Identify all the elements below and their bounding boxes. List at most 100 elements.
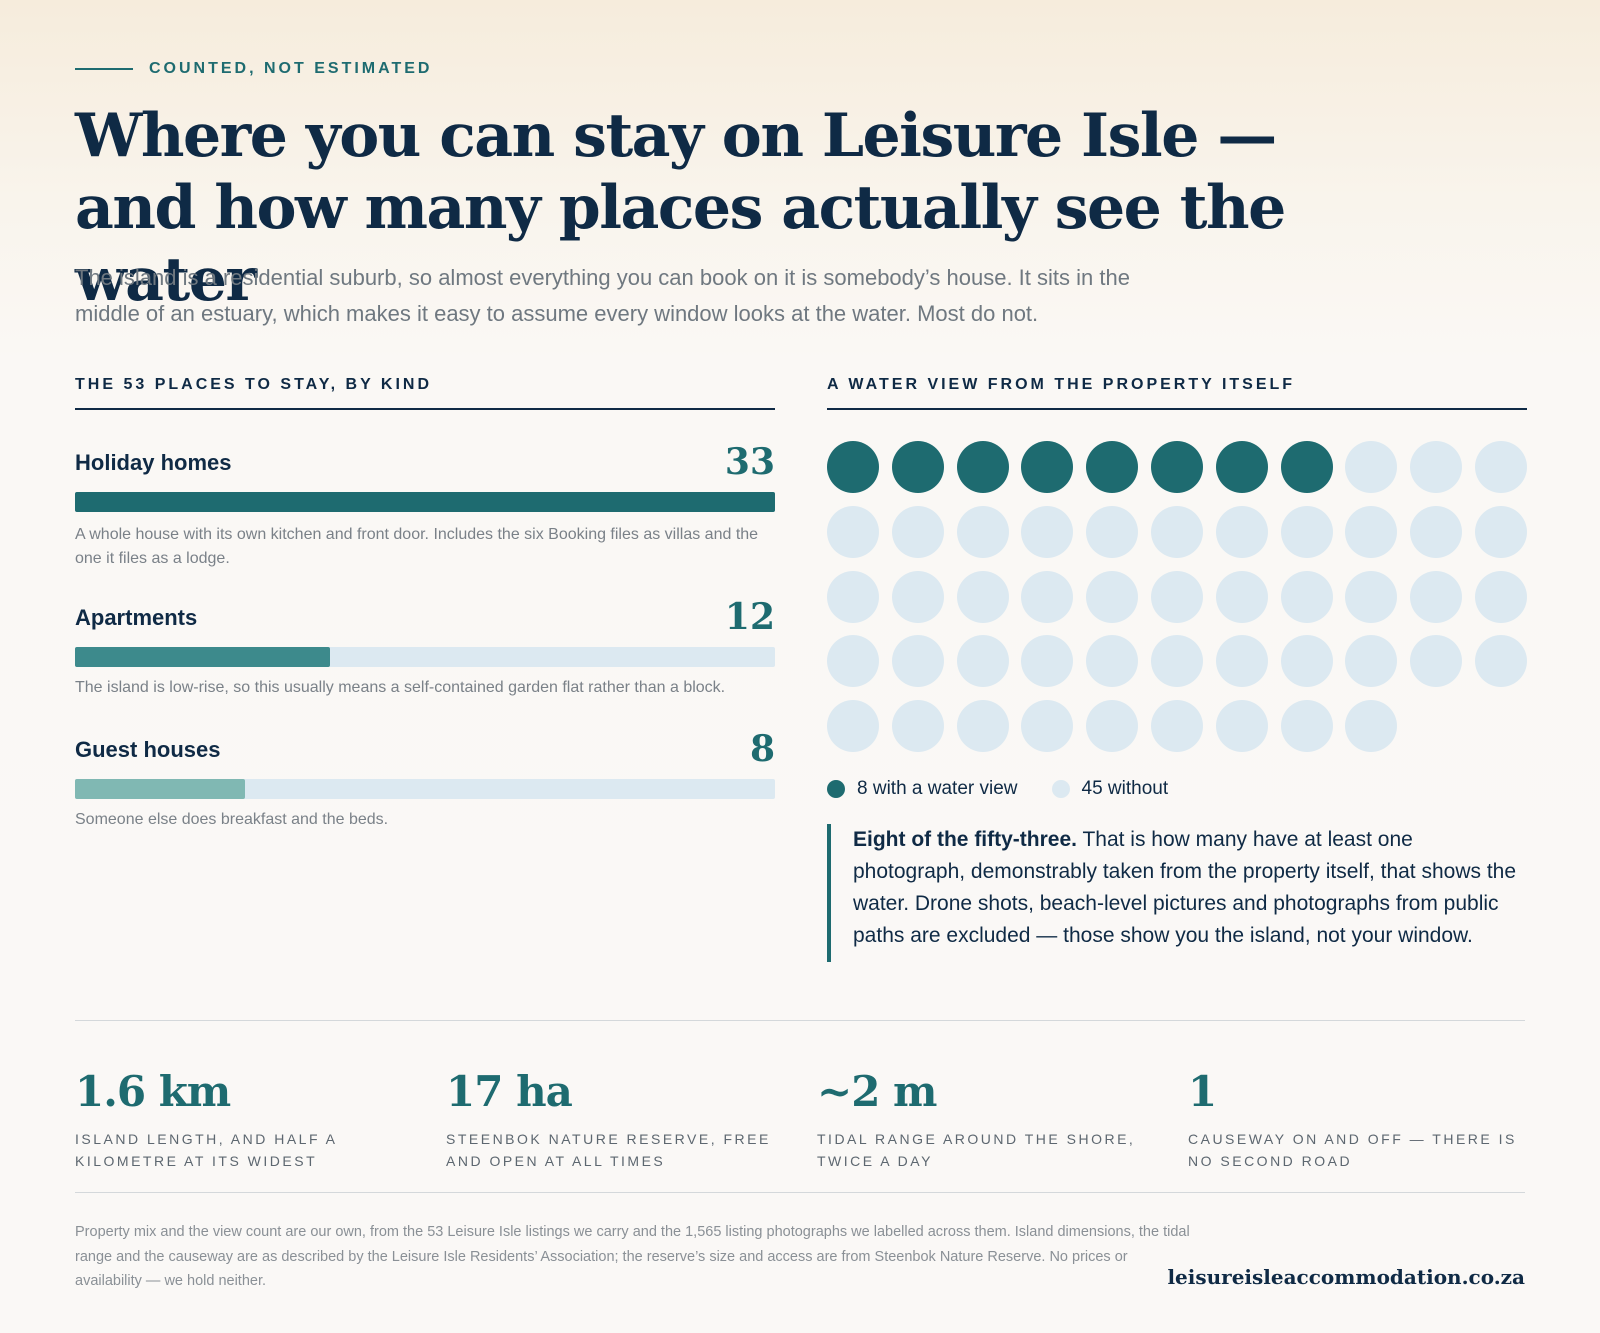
bar-value-label: 8 xyxy=(749,728,775,770)
waffle-dot-without xyxy=(1021,700,1074,753)
site-domain: leisureisleaccommodation.co.za xyxy=(1167,1265,1525,1289)
bar-value-label: 12 xyxy=(724,596,775,638)
eyebrow-text: COUNTED, NOT ESTIMATED xyxy=(149,60,433,77)
waffle-dot-water-view xyxy=(1021,441,1074,493)
waffle-dot-without xyxy=(891,570,944,623)
waffle-dot-without xyxy=(1215,700,1268,753)
legend-item-without: 45 without xyxy=(1051,778,1169,800)
stat-value: 1.6 km xyxy=(75,1067,231,1116)
waffle-dot-without xyxy=(891,505,944,558)
waffle-dot-without xyxy=(1345,635,1398,688)
bar-track xyxy=(75,779,775,799)
waffle-dot-without xyxy=(1410,570,1463,623)
stat-label: STEENBOK NATURE RESERVE, FREE AND OPEN A… xyxy=(446,1131,771,1169)
legend-label-without: 45 without xyxy=(1081,778,1169,799)
source-footnote: Property mix and the view count are our … xyxy=(75,1224,1190,1289)
eyebrow-rule xyxy=(75,68,133,70)
bar-note: A whole house with its own kitchen and f… xyxy=(75,526,759,567)
waffle-dot-without xyxy=(827,635,879,688)
stat-label: CAUSEWAY ON AND OFF — THERE IS NO SECOND… xyxy=(1188,1131,1517,1169)
headline: Where you can stay on Leisure Isle — and… xyxy=(75,100,1475,316)
waffle-dot-water-view xyxy=(1280,441,1333,493)
waffle-dot-without xyxy=(1280,570,1333,623)
waffle-dot-without xyxy=(1475,635,1527,688)
waffle-dot-without xyxy=(1345,570,1398,623)
callout-quote: Eight of the fifty-three. That is how ma… xyxy=(827,824,1527,962)
bar xyxy=(75,779,245,799)
stat-value: 1 xyxy=(1188,1067,1217,1116)
waffle-dot-without xyxy=(1021,570,1074,623)
waffle-dot-without xyxy=(1280,700,1333,753)
waffle-dot-without xyxy=(1475,441,1527,493)
stats-top-rule xyxy=(75,1020,1525,1021)
waffle-chart-title: A WATER VIEW FROM THE PROPERTY ITSELF xyxy=(827,376,1296,393)
waffle-dot-without xyxy=(891,700,944,753)
waffle-dot-without xyxy=(1215,505,1268,558)
callout-lead: Eight of the fifty-three. xyxy=(853,828,1077,851)
waffle-dot-without xyxy=(1086,700,1139,753)
waffle-dot-without xyxy=(956,635,1009,688)
waffle-dot-without xyxy=(956,700,1009,753)
legend-item-water-view: 8 with a water view xyxy=(827,778,1018,800)
stat-tidal-range: ~2 m TIDAL RANGE AROUND THE SHORE, TWICE… xyxy=(817,1066,1147,1172)
bar-chart-title: THE 53 PLACES TO STAY, BY KIND xyxy=(75,376,433,393)
waffle-dot-water-view xyxy=(1215,441,1268,493)
bar-note: The island is low-rise, so this usually … xyxy=(75,679,726,696)
callout-body: That is how many have at least one photo… xyxy=(853,828,1517,947)
bar-track xyxy=(75,492,775,512)
waffle-legend: 8 with a water view 45 without xyxy=(827,778,1202,800)
legend-swatch-without xyxy=(1051,780,1070,798)
waffle-dot-without xyxy=(1151,700,1203,753)
stat-causeway: 1 CAUSEWAY ON AND OFF — THERE IS NO SECO… xyxy=(1188,1066,1518,1172)
waffle-dot-without xyxy=(827,570,879,623)
bar-chart-rule xyxy=(75,408,775,410)
waffle-dot-without xyxy=(1086,505,1139,558)
waffle-dot-without xyxy=(1280,505,1333,558)
waffle-dot-without xyxy=(1151,505,1203,558)
waffle-dot-water-view xyxy=(891,441,944,493)
headline-line-1: Where you can stay on Leisure Isle — xyxy=(75,101,1277,171)
infographic: COUNTED, NOT ESTIMATED Where you can sta… xyxy=(75,0,1527,1333)
waffle-chart xyxy=(827,441,1527,753)
intro-paragraph: The island is a residential suburb, so a… xyxy=(75,265,1130,326)
waffle-dot-without xyxy=(1410,441,1463,493)
waffle-dot-water-view xyxy=(1151,441,1203,493)
waffle-dot-without xyxy=(827,505,879,558)
bar-label: Holiday homes xyxy=(75,450,232,475)
stat-value: ~2 m xyxy=(817,1067,937,1116)
waffle-dot-water-view xyxy=(827,441,879,493)
waffle-dot-without xyxy=(1215,570,1268,623)
stat-label: TIDAL RANGE AROUND THE SHORE, TWICE A DA… xyxy=(817,1131,1136,1169)
waffle-dot-without xyxy=(827,700,879,753)
waffle-dot-without xyxy=(1475,505,1527,558)
waffle-dot-without xyxy=(1410,635,1463,688)
bar-value-label: 33 xyxy=(724,441,775,483)
waffle-chart-rule xyxy=(827,408,1527,410)
eyebrow: COUNTED, NOT ESTIMATED xyxy=(75,60,432,78)
waffle-dot-without xyxy=(1345,700,1398,753)
bar xyxy=(75,647,330,667)
stat-value: 17 ha xyxy=(446,1067,573,1116)
headline-line-2: and how many places actually see the wat… xyxy=(75,173,1286,315)
stat-island-length: 1.6 km ISLAND LENGTH, AND HALF A KILOMET… xyxy=(75,1066,405,1172)
waffle-dot-without xyxy=(1475,570,1527,623)
bar-label: Apartments xyxy=(75,605,198,630)
bar-label: Guest houses xyxy=(75,737,221,762)
waffle-dot-without xyxy=(1151,570,1203,623)
waffle-dot-without xyxy=(956,570,1009,623)
waffle-dot-without xyxy=(1410,505,1463,558)
waffle-dot-without xyxy=(1215,635,1268,688)
waffle-dot-water-view xyxy=(1086,441,1139,493)
waffle-dot-without xyxy=(1345,505,1398,558)
waffle-dot-without xyxy=(1086,635,1139,688)
waffle-dot-without xyxy=(1086,570,1139,623)
waffle-dot-without xyxy=(1021,505,1074,558)
stat-label: ISLAND LENGTH, AND HALF A KILOMETRE AT I… xyxy=(75,1131,337,1169)
waffle-dot-without xyxy=(1345,441,1398,493)
bar-note: Someone else does breakfast and the beds… xyxy=(75,811,389,828)
waffle-dot-without xyxy=(1151,635,1203,688)
bar-track xyxy=(75,647,775,667)
legend-label-water-view: 8 with a water view xyxy=(857,778,1018,799)
waffle-dot-without xyxy=(1021,635,1074,688)
waffle-dot-water-view xyxy=(956,441,1009,493)
